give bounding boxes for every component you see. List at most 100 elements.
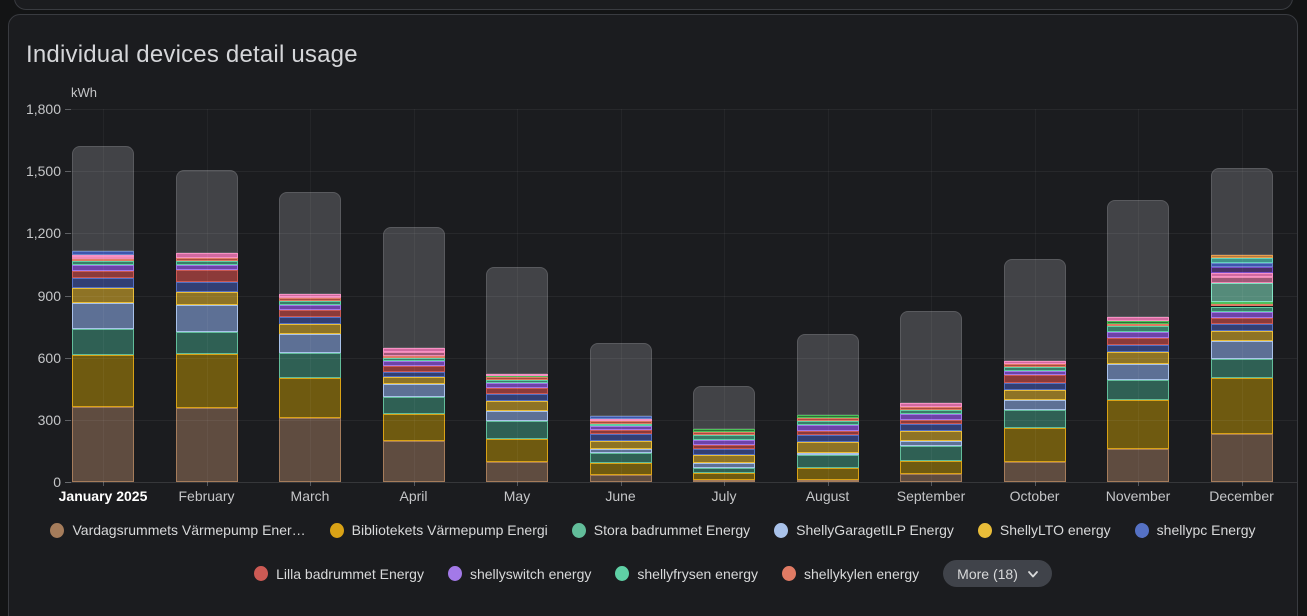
- bar-segment[interactable]: [1210, 168, 1273, 256]
- bar-segment[interactable]: [900, 407, 962, 410]
- bar-segment[interactable]: [382, 351, 445, 356]
- bar-segment[interactable]: [175, 261, 238, 266]
- bar-segment[interactable]: [900, 423, 962, 431]
- bar-segment[interactable]: [693, 448, 755, 456]
- bar-segment[interactable]: [382, 348, 445, 352]
- bar-segment[interactable]: [1107, 400, 1169, 450]
- bar-segment[interactable]: [175, 304, 238, 332]
- bar-segment[interactable]: [900, 440, 962, 446]
- bar-segment[interactable]: [1107, 364, 1169, 381]
- bar-segment[interactable]: [589, 425, 652, 430]
- bar-segment[interactable]: [693, 467, 755, 473]
- bar-segment[interactable]: [1107, 449, 1169, 482]
- bar-segment[interactable]: [900, 419, 962, 424]
- legend-item-shellyfrysen-energy[interactable]: shellyfrysen energy: [615, 566, 758, 582]
- bar-segment[interactable]: [1003, 390, 1066, 400]
- bar-segment[interactable]: [175, 331, 238, 354]
- legend-item-lilla-badrummet-energy[interactable]: Lilla badrummet Energy: [254, 566, 424, 582]
- bar-segment[interactable]: [1210, 433, 1273, 482]
- bar-segment[interactable]: [1107, 317, 1169, 321]
- bar-segment[interactable]: [1210, 283, 1273, 302]
- bar-segment[interactable]: [279, 293, 341, 298]
- bar-segment[interactable]: [279, 417, 341, 482]
- bar-segment[interactable]: [796, 430, 859, 435]
- bar-segment[interactable]: [693, 431, 755, 435]
- bar-segment[interactable]: [72, 254, 134, 258]
- bar-segment[interactable]: [279, 310, 341, 318]
- bar-segment[interactable]: [175, 408, 238, 482]
- bar-segment[interactable]: [589, 440, 652, 449]
- bar-segment[interactable]: [1210, 266, 1273, 273]
- bar-segment[interactable]: [175, 258, 238, 262]
- bar-segment[interactable]: [1107, 200, 1169, 318]
- bar-segment[interactable]: [72, 270, 134, 278]
- bar-segment[interactable]: [900, 445, 962, 461]
- bar-segment[interactable]: [382, 440, 445, 482]
- bar-segment[interactable]: [1003, 259, 1066, 361]
- bar-segment[interactable]: [589, 420, 652, 424]
- bar-segment[interactable]: [589, 423, 652, 426]
- bar-segment[interactable]: [1210, 277, 1273, 284]
- bar-segment[interactable]: [693, 439, 755, 445]
- bar-segment[interactable]: [1210, 317, 1273, 324]
- bar-segment[interactable]: [382, 360, 445, 366]
- bar-segment[interactable]: [1107, 331, 1169, 338]
- bar-segment[interactable]: [900, 460, 962, 474]
- bar-segment[interactable]: [72, 354, 134, 408]
- bar-segment[interactable]: [175, 253, 238, 258]
- bar-segment[interactable]: [1003, 409, 1066, 428]
- bar-segment[interactable]: [693, 434, 755, 440]
- bar-segment[interactable]: [279, 298, 341, 302]
- bar-segment[interactable]: [1210, 255, 1273, 259]
- bar-segment[interactable]: [279, 317, 341, 325]
- bar-segment[interactable]: [382, 227, 445, 349]
- bar-segment[interactable]: [175, 292, 238, 305]
- bar-segment[interactable]: [72, 302, 134, 329]
- bar-segment[interactable]: [1003, 367, 1066, 371]
- bar-segment[interactable]: [796, 452, 859, 455]
- bar-segment[interactable]: [1210, 311, 1273, 318]
- bar-segment[interactable]: [1003, 427, 1066, 462]
- bar-segment[interactable]: [486, 373, 548, 377]
- bar-segment[interactable]: [279, 305, 341, 311]
- legend-item-bibliotekets-v-rmepump-energi[interactable]: Bibliotekets Värmepump Energi: [329, 522, 548, 538]
- bar-segment[interactable]: [72, 146, 134, 251]
- bar-segment[interactable]: [279, 324, 341, 335]
- bar-segment[interactable]: [175, 170, 238, 254]
- legend-item-shellykylen-energy[interactable]: shellykylen energy: [782, 566, 919, 582]
- bar-segment[interactable]: [72, 277, 134, 289]
- bar-segment[interactable]: [589, 415, 652, 419]
- bar-segment[interactable]: [1210, 304, 1273, 307]
- bar-segment[interactable]: [589, 418, 652, 421]
- bar-segment[interactable]: [796, 441, 859, 453]
- bar-segment[interactable]: [486, 377, 548, 381]
- bar-segment[interactable]: [72, 328, 134, 355]
- bar-segment[interactable]: [796, 420, 859, 425]
- bar-segment[interactable]: [486, 420, 548, 439]
- bar-segment[interactable]: [589, 452, 652, 463]
- bar-segment[interactable]: [589, 474, 652, 482]
- bar-segment[interactable]: [693, 455, 755, 464]
- bar-segment[interactable]: [796, 434, 859, 442]
- bar-segment[interactable]: [796, 424, 859, 431]
- bar-segment[interactable]: [382, 413, 445, 441]
- bar-segment[interactable]: [486, 376, 548, 378]
- bar-segment[interactable]: [693, 444, 755, 449]
- bar-segment[interactable]: [796, 467, 859, 480]
- bar-segment[interactable]: [486, 266, 548, 374]
- bar-segment[interactable]: [1003, 360, 1066, 365]
- bar-segment[interactable]: [279, 301, 341, 306]
- bar-segment[interactable]: [72, 250, 134, 255]
- bar-segment[interactable]: [72, 407, 134, 482]
- legend-item-stora-badrummet-energy[interactable]: Stora badrummet Energy: [571, 522, 750, 538]
- bar-segment[interactable]: [175, 353, 238, 409]
- bar-segment[interactable]: [1003, 374, 1066, 383]
- bar-segment[interactable]: [486, 401, 548, 411]
- bar-segment[interactable]: [900, 413, 962, 420]
- bar-segment[interactable]: [796, 415, 859, 418]
- bar-segment[interactable]: [1107, 352, 1169, 365]
- legend-item-shellyswitch-energy[interactable]: shellyswitch energy: [447, 566, 591, 582]
- bar-segment[interactable]: [1210, 340, 1273, 359]
- bar-segment[interactable]: [1210, 262, 1273, 267]
- bar-segment[interactable]: [382, 355, 445, 358]
